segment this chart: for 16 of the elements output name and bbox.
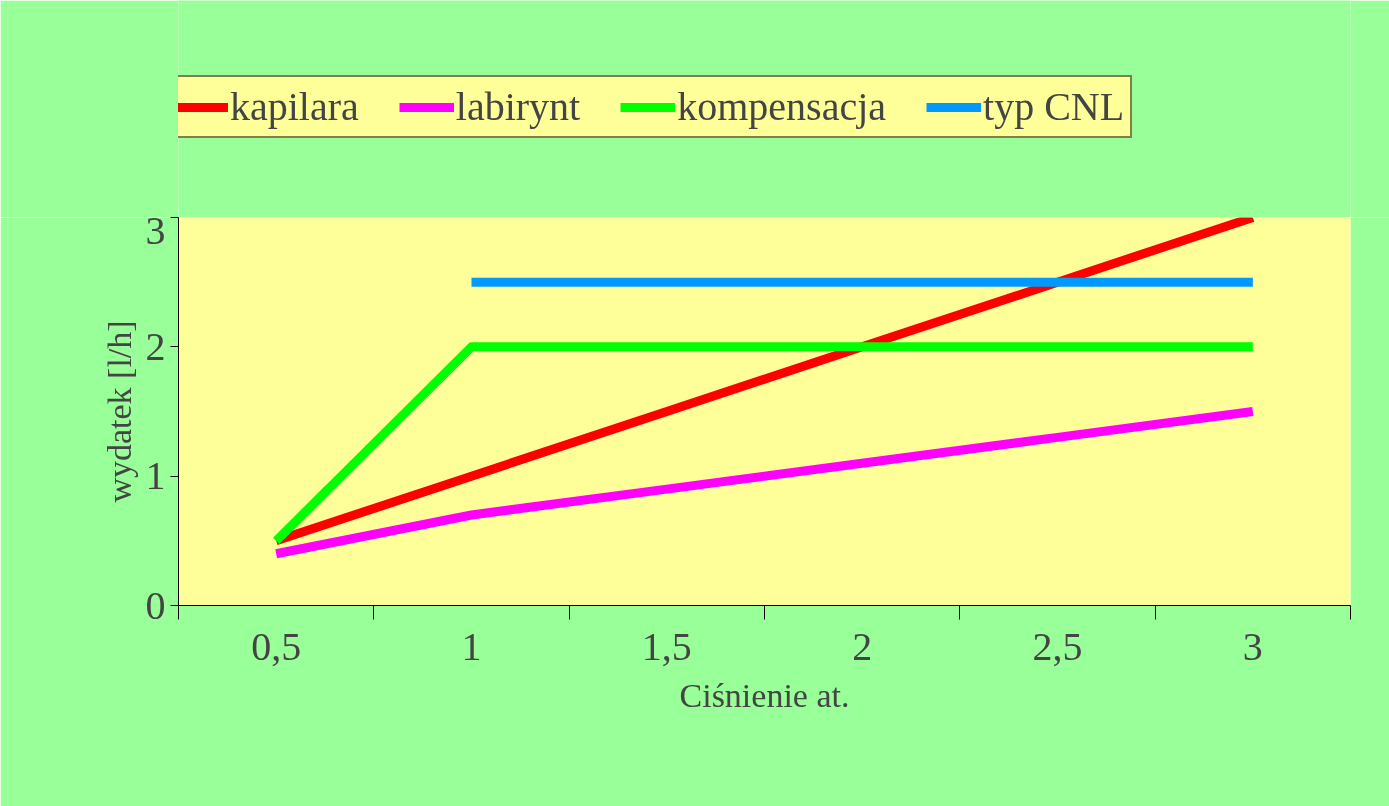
x-axis-title: Ciśnienie at. (679, 676, 850, 714)
x-tick-label: 2 (852, 623, 873, 669)
x-tick-label: 3 (1242, 623, 1263, 669)
legend-label: typ CNL (983, 83, 1125, 130)
x-tick-label: 0,5 (251, 623, 302, 669)
x-tick-label: 2,5 (1032, 623, 1083, 669)
y-axis-title: wydatek [l/h] (100, 320, 138, 503)
y-tick-label: 0 (145, 582, 166, 628)
legend-label: labirynt (455, 83, 581, 130)
y-tick-label: 2 (145, 323, 166, 369)
x-tick-label: 1,5 (641, 623, 692, 669)
legend-label: kompensacja (677, 83, 887, 130)
y-tick-label: 3 (145, 207, 166, 253)
legend-label: kapilara (230, 83, 359, 130)
y-tick-label: 1 (145, 453, 166, 499)
x-tick-label: 1 (461, 623, 482, 669)
